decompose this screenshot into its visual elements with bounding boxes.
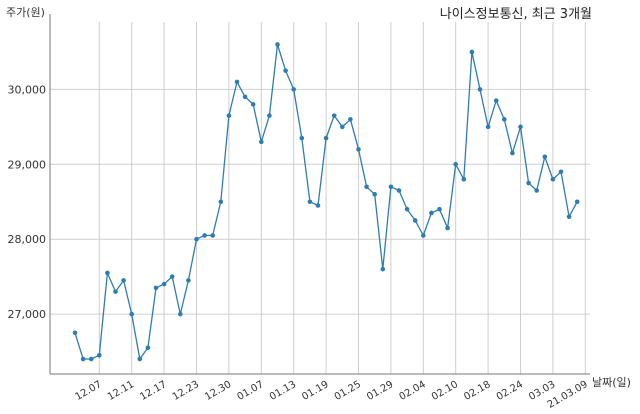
data-point	[485, 124, 491, 130]
data-point	[80, 356, 86, 362]
data-point	[307, 199, 313, 205]
data-point	[259, 139, 264, 145]
y-tick-label: 29,000	[8, 158, 47, 171]
data-point	[348, 117, 353, 122]
data-point	[534, 188, 539, 193]
data-point	[299, 135, 305, 141]
data-point	[250, 102, 256, 107]
x-tick-label: 12.23	[171, 379, 201, 403]
y-tick-label: 27,000	[8, 308, 47, 321]
data-point	[145, 345, 151, 351]
data-point	[137, 356, 143, 362]
data-point	[72, 330, 78, 336]
data-point	[437, 206, 442, 212]
data-point	[105, 270, 110, 276]
data-point	[275, 42, 280, 47]
data-point	[129, 311, 134, 317]
data-point	[169, 274, 175, 279]
x-tick-label: 01.29	[365, 379, 395, 403]
y-tick-label: 30,000	[8, 83, 47, 96]
data-point	[566, 214, 572, 220]
x-tick-label: 12.07	[73, 379, 103, 403]
data-point	[315, 203, 321, 208]
price-series-points	[72, 42, 580, 362]
x-axis-label: 날짜(일)	[592, 376, 631, 389]
data-point	[372, 191, 378, 197]
data-point	[477, 87, 483, 92]
data-point	[178, 311, 183, 317]
x-tick-label: 01.19	[300, 379, 330, 403]
data-point	[453, 161, 459, 167]
data-point	[421, 233, 426, 238]
data-point	[404, 206, 410, 212]
data-point	[542, 154, 548, 160]
data-point	[558, 169, 564, 175]
data-point	[469, 49, 475, 55]
data-point	[493, 98, 499, 103]
x-tick-label: 12.30	[203, 379, 233, 403]
data-point	[186, 278, 191, 283]
data-point	[242, 94, 248, 100]
y-tick-label: 28,000	[8, 233, 47, 246]
data-point	[323, 135, 329, 141]
data-point	[429, 210, 434, 216]
data-point	[412, 218, 418, 223]
y-axis-label: 주가(원)	[6, 6, 45, 19]
data-point	[226, 113, 232, 118]
data-point	[218, 199, 224, 205]
data-point	[356, 147, 361, 152]
data-point	[153, 285, 159, 291]
data-point	[97, 352, 102, 358]
data-point	[210, 233, 215, 238]
data-point	[340, 124, 345, 130]
data-point	[161, 281, 167, 287]
data-point	[396, 188, 402, 193]
data-point	[502, 117, 507, 122]
x-tick-label: 02.04	[397, 379, 427, 403]
data-point	[88, 356, 94, 362]
data-point	[518, 124, 523, 130]
data-point	[202, 233, 207, 238]
data-point	[364, 184, 369, 190]
x-tick-label: 12.11	[106, 379, 136, 403]
data-point	[283, 68, 288, 73]
data-point	[331, 113, 337, 118]
data-point	[267, 113, 272, 118]
axes	[49, 14, 590, 375]
y-tick-labels: 27,000 28,000 29,000 30,000	[8, 83, 47, 321]
data-point	[574, 199, 580, 205]
x-tick-label: 02.24	[495, 379, 525, 403]
grid-lines	[50, 22, 590, 374]
x-tick-label: 02.10	[430, 379, 460, 403]
data-point	[445, 225, 450, 231]
data-point	[113, 289, 118, 294]
data-point	[121, 278, 126, 283]
x-tick-label: 12.17	[138, 379, 168, 403]
data-point	[461, 176, 467, 182]
data-point	[234, 79, 240, 85]
x-tick-label: 02.18	[462, 379, 492, 403]
data-point	[291, 87, 297, 92]
x-tick-label: 01.13	[268, 379, 298, 403]
x-tick-label: 01.07	[235, 379, 265, 403]
data-point	[388, 184, 394, 190]
chart-title: 나이스정보통신, 최근 3개월	[439, 7, 592, 22]
x-tick-label: 01.25	[333, 379, 363, 403]
data-point	[510, 150, 515, 156]
data-point	[380, 266, 386, 272]
data-point	[550, 176, 556, 182]
data-point	[194, 236, 199, 242]
data-point	[526, 180, 531, 186]
x-tick-labels: 12.07 12.11 12.17 12.23 12.30 01.07 01.13 01.19…	[73, 379, 589, 411]
